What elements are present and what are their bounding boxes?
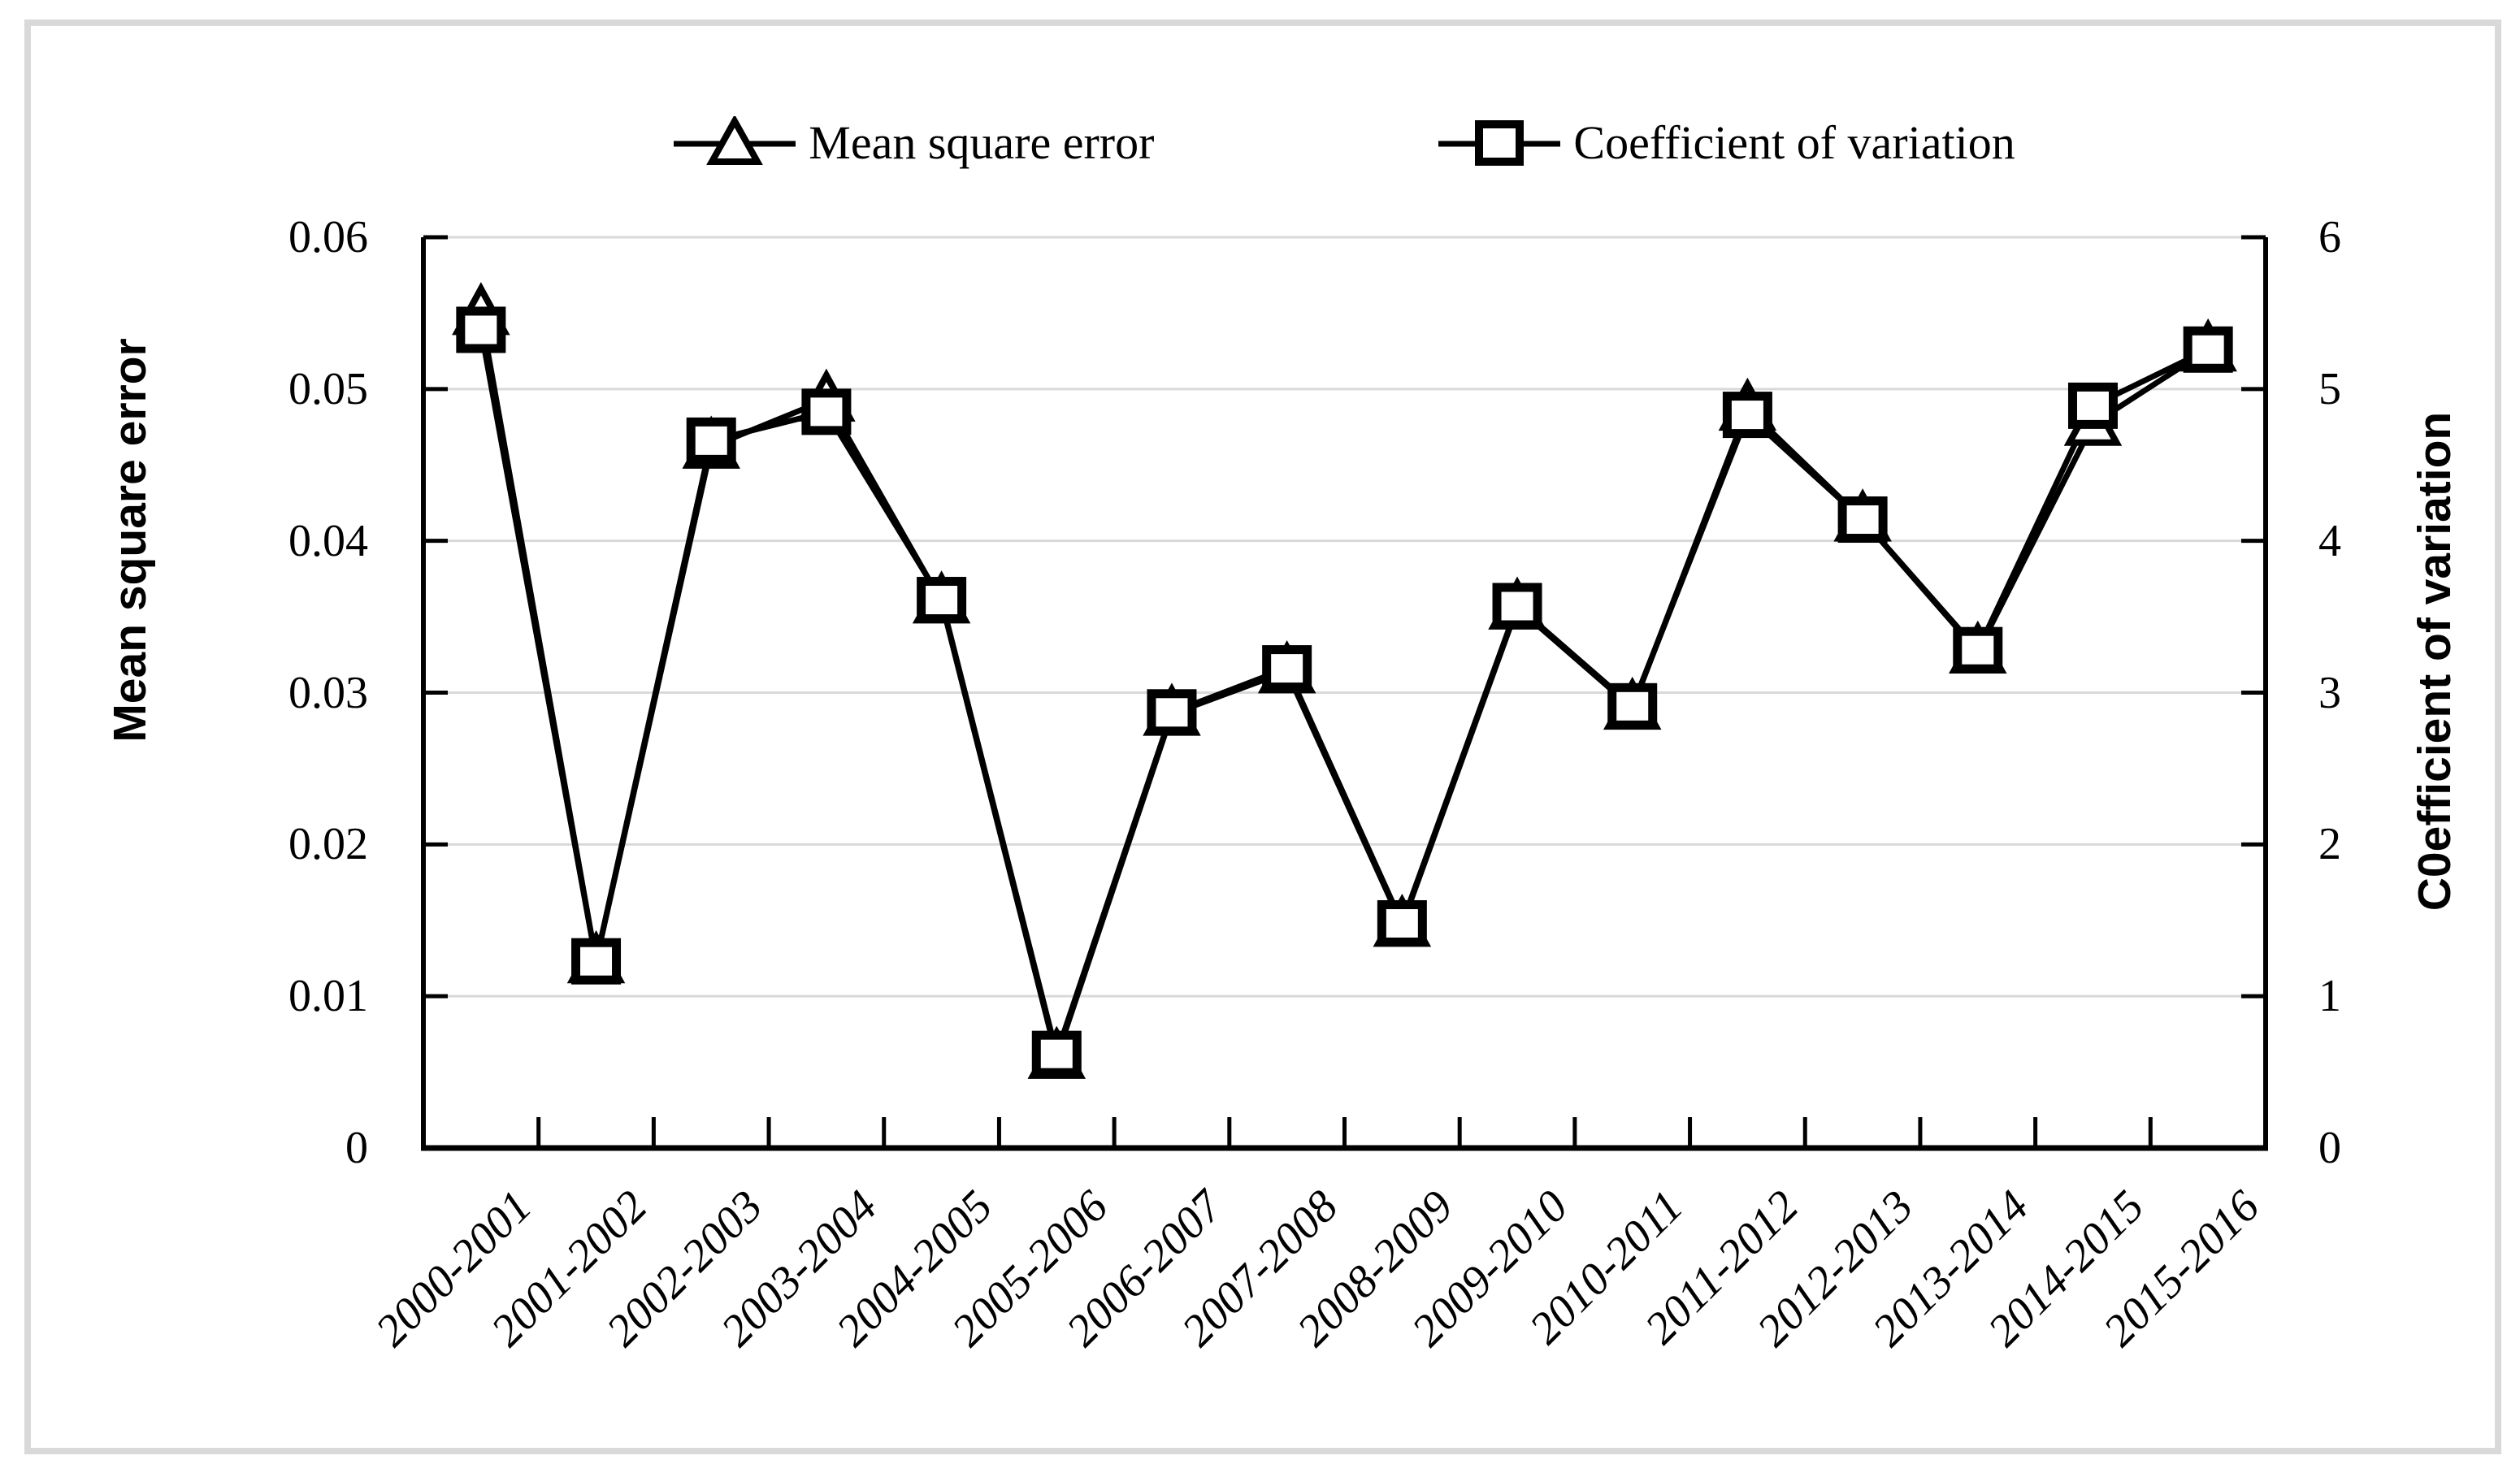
- chart-svg: [421, 235, 2268, 1151]
- y-left-tick-label: 0.04: [288, 515, 368, 566]
- y-left-tick-label: 0.01: [288, 971, 368, 1022]
- legend: Mean square error Coefficient of variati…: [423, 97, 2266, 187]
- left-axis-title: Mean square error: [104, 338, 156, 743]
- y-left-tick-label: 0.05: [288, 363, 368, 414]
- y-left-tick-label: 0.06: [288, 212, 368, 262]
- y-right-tick-label: 6: [2318, 212, 2341, 262]
- y-right-tick-label: 0: [2318, 1123, 2341, 1173]
- right-axis-title: C0efficient of variation: [2409, 411, 2461, 912]
- legend-label: Mean square error: [809, 115, 1155, 169]
- y-right-tick-label: 2: [2318, 819, 2341, 870]
- legend-item-mse: Mean square error: [674, 115, 1154, 170]
- y-right-tick-label: 3: [2318, 667, 2341, 718]
- y-right-tick-label: 1: [2318, 971, 2341, 1022]
- y-left-tick-label: 0: [345, 1123, 368, 1173]
- figure-border: Mean square error Coefficient of variati…: [24, 19, 2501, 1454]
- y-left-tick-label: 0.03: [288, 667, 368, 718]
- legend-label: Coefficient of variation: [1573, 115, 2015, 169]
- y-right-tick-label: 4: [2318, 515, 2341, 566]
- square-marker-icon: [1438, 120, 1561, 166]
- y-left-tick-label: 0.02: [288, 819, 368, 870]
- legend-item-cov: Coefficient of variation: [1438, 115, 2015, 170]
- triangle-marker-icon: [674, 116, 796, 165]
- y-right-tick-label: 5: [2318, 363, 2341, 414]
